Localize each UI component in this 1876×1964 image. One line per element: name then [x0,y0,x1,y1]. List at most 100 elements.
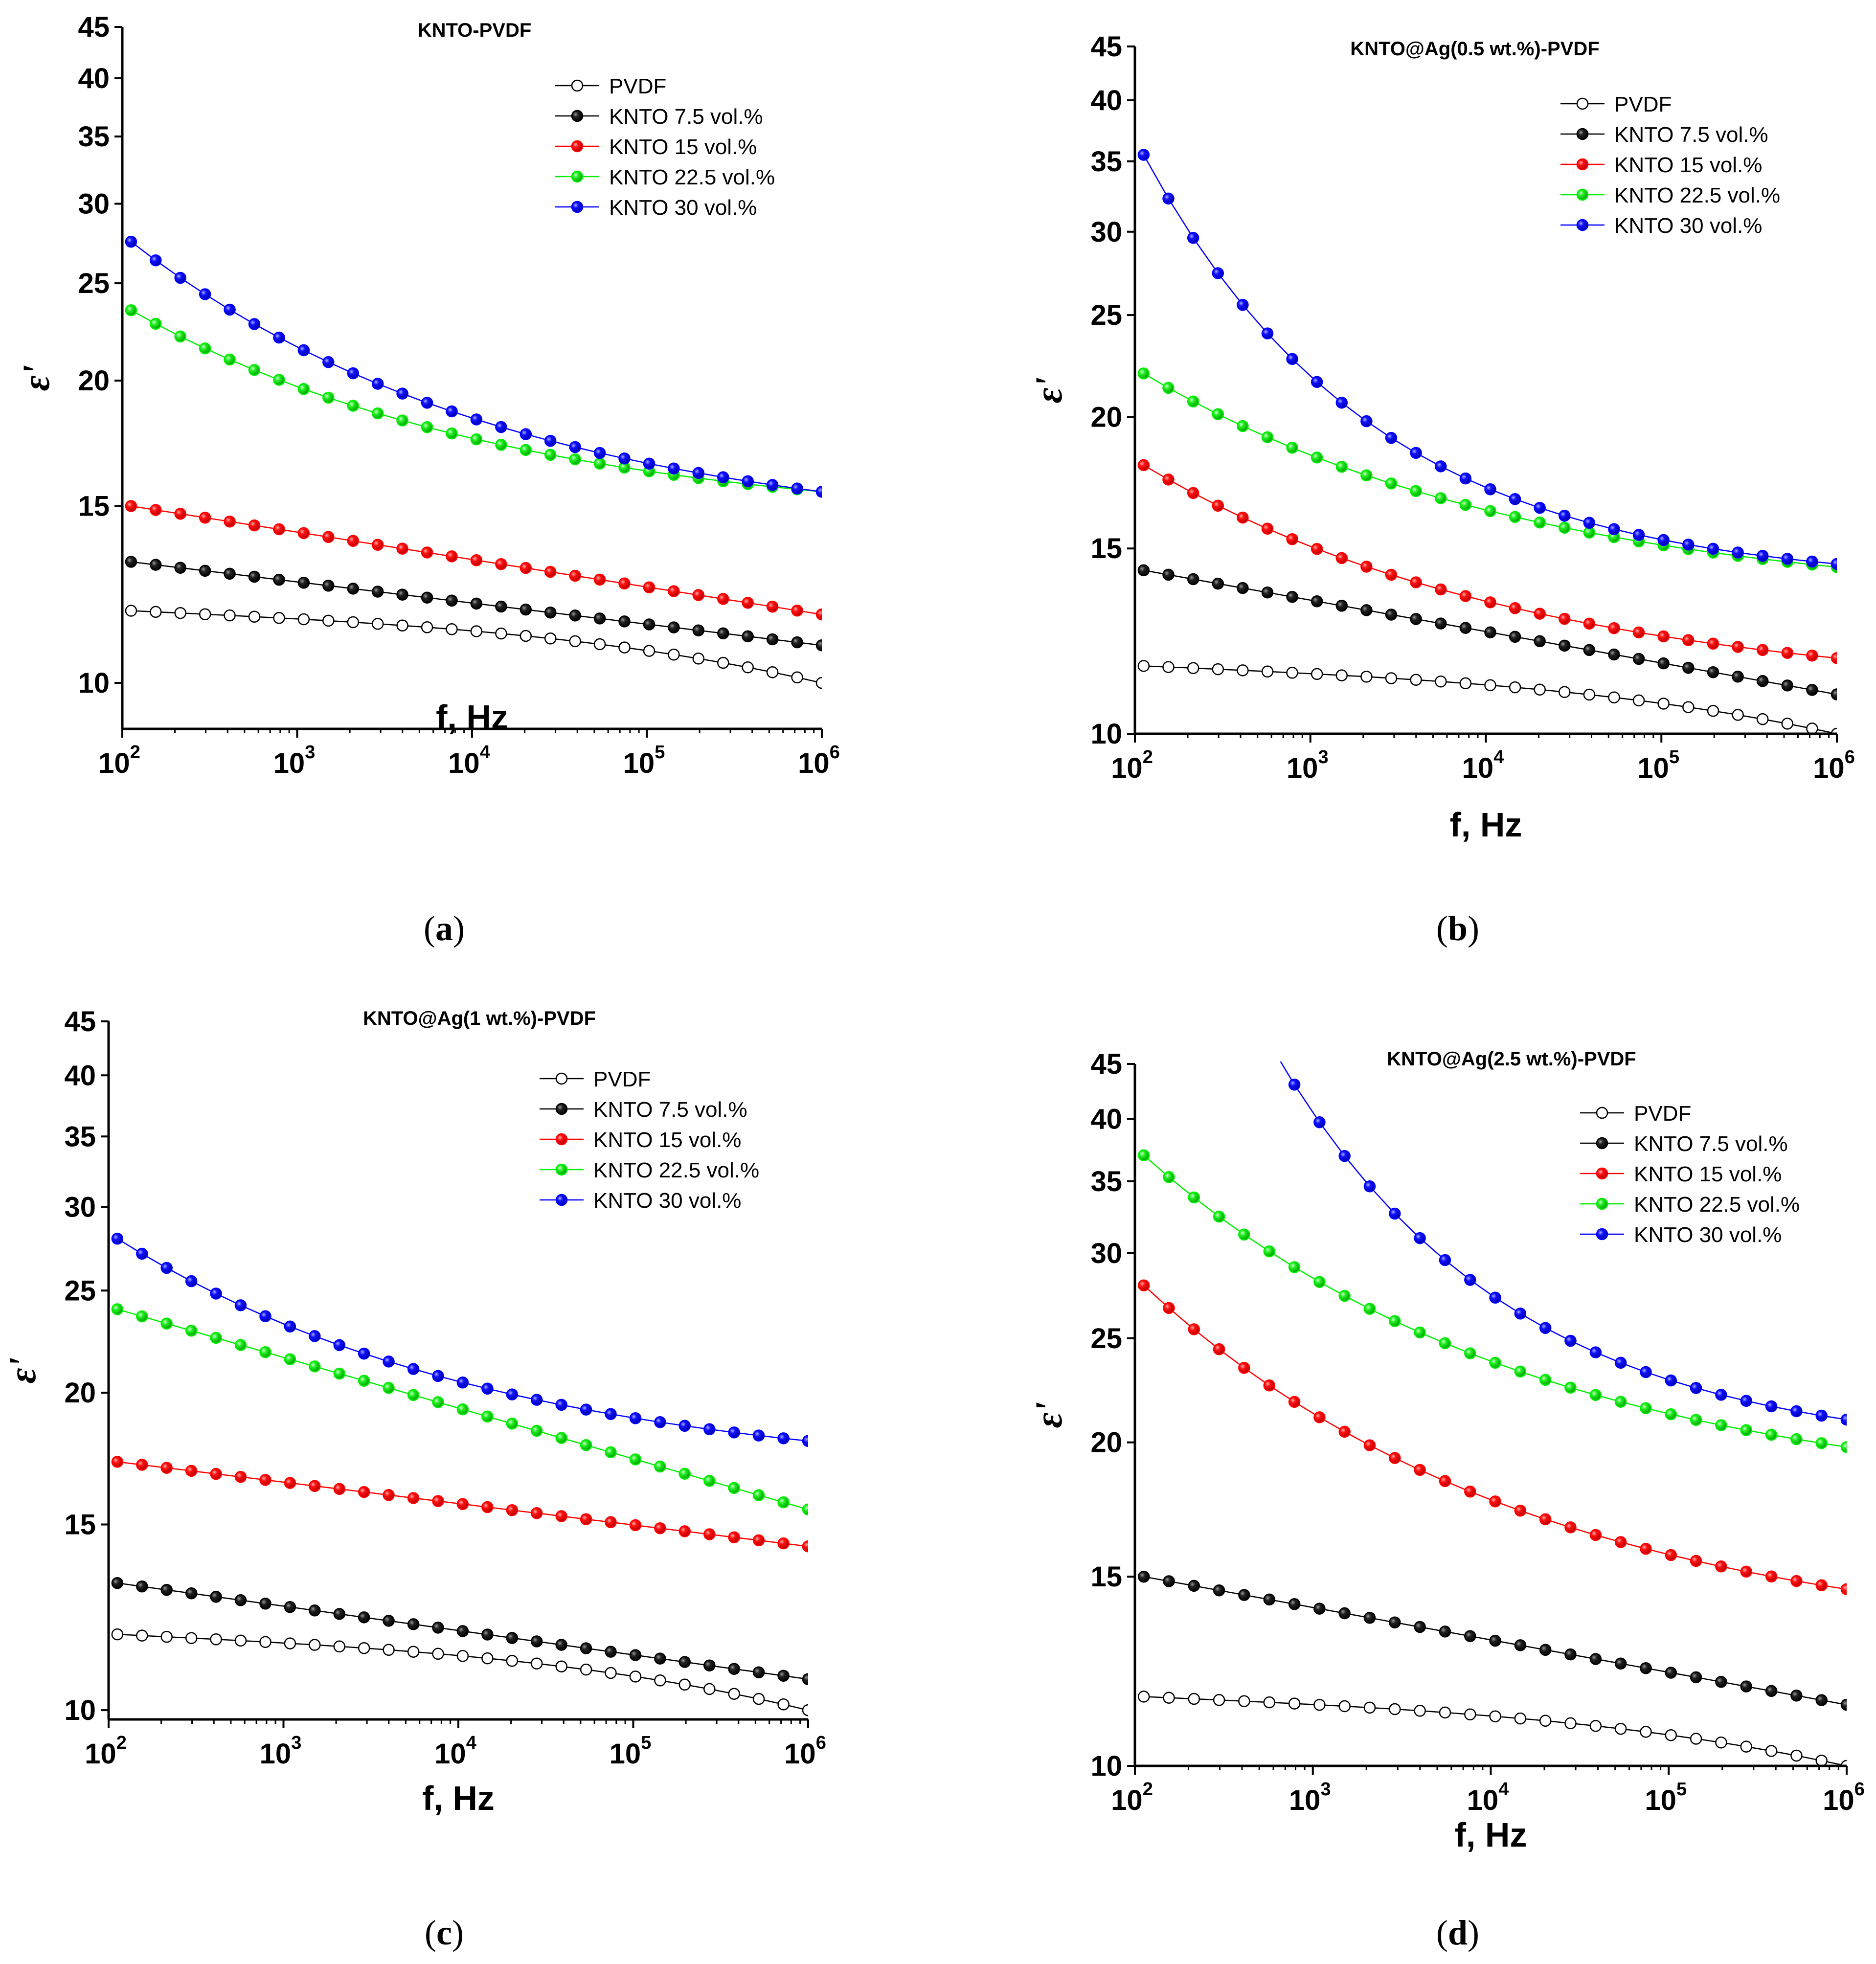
data-point [1464,1347,1476,1359]
y-tick-label: 30 [64,1192,96,1223]
plot-area [125,235,822,689]
data-point [1534,683,1546,696]
data-point [1237,511,1249,524]
legend: PVDF KNTO 7.5 vol.% KNTO 15 vol.% KNTO 22.5… [555,74,775,220]
legend-item: KNTO 7.5 vol.% [1580,1132,1788,1156]
data-point [1212,499,1224,512]
legend-item: PVDF [540,1067,651,1091]
y-tick-label: 25 [1090,1323,1122,1354]
series-line [131,610,822,684]
data-point [791,636,803,649]
data-point [1781,679,1794,692]
legend-label: KNTO 7.5 vol.% [609,105,763,129]
legend-item: PVDF [1560,92,1672,116]
data-point [322,580,335,592]
data-point [544,632,557,645]
data-point [333,1608,346,1620]
data-point [174,330,186,343]
data-point [1363,1180,1376,1193]
data-point [383,1644,395,1656]
data-point [1414,1232,1426,1244]
data-point [1614,1657,1627,1670]
data-point [728,1426,740,1439]
series-2 [125,500,822,621]
x-axis-label: f, Hz [422,1779,495,1817]
data-point [432,1622,444,1634]
series-line [1143,1285,1847,1590]
data-point [284,1320,296,1333]
data-point [1360,469,1373,482]
data-point [136,1310,148,1323]
data-point [1790,1575,1803,1587]
data-point [530,1635,543,1648]
data-point [407,1389,420,1401]
data-point [802,1704,808,1716]
axes: 10 15 20 25 30 35 40 45 102 103 104 105 106 f, Hz ε' [1,1006,826,1817]
legend-label: KNTO 22.5 vol.% [1634,1193,1800,1217]
x-axis-label: f, Hz [1455,1816,1527,1854]
data-point [777,1537,790,1550]
y-tick-label: 40 [64,1060,96,1091]
legend-item: KNTO 7.5 vol.% [1560,123,1768,147]
data-point [309,1639,321,1651]
data-point [446,405,458,418]
legend-marker [1596,1197,1608,1210]
data-point [1288,1598,1301,1610]
data-point [1389,1616,1401,1628]
data-point [506,1418,519,1430]
data-point [150,317,162,330]
data-point [1464,1630,1476,1642]
data-point [1410,447,1422,459]
data-point [1363,1612,1376,1624]
data-point [1238,1362,1250,1374]
data-point [1632,529,1645,541]
data-point [1682,634,1695,646]
data-point [1313,1698,1326,1711]
data-point [1583,517,1596,529]
data-point [481,1382,494,1395]
data-point [643,645,655,657]
data-point [1489,1356,1501,1369]
data-point [742,475,754,488]
legend-item: KNTO 30 vol.% [1580,1223,1782,1247]
data-point [1840,1760,1847,1766]
data-point [1263,1379,1276,1392]
data-point [1840,1583,1847,1596]
data-point [1335,552,1348,564]
data-point [284,1477,296,1489]
series-1 [1137,1570,1847,1711]
data-point [1410,674,1422,686]
data-point [1385,568,1398,581]
data-point [1238,1228,1250,1241]
data-point [1840,1413,1847,1426]
data-point [224,567,236,580]
data-point [1162,474,1175,486]
data-point [1263,1593,1276,1606]
data-point [1288,1261,1301,1273]
data-point [692,653,705,665]
data-point [1765,1570,1778,1583]
data-point [1740,1680,1752,1693]
series-3 [125,304,822,498]
data-point [407,1492,420,1504]
data-point [371,378,384,390]
data-point [1815,1437,1828,1449]
data-point [185,1275,198,1287]
data-point [495,627,507,640]
data-point [1414,1464,1426,1476]
caption-letter: b [1448,909,1468,948]
data-point [569,569,581,582]
data-point [629,1649,642,1661]
data-point [1335,460,1348,473]
data-point [815,486,822,498]
data-point [629,1519,642,1532]
data-point [1665,1549,1677,1561]
data-point [284,1601,296,1613]
y-tick-label: 35 [64,1121,96,1152]
data-point [1756,644,1769,656]
data-point [347,367,360,380]
data-point [1261,665,1274,678]
data-point [605,1646,617,1658]
data-point [1213,1343,1225,1355]
data-point [530,1507,543,1519]
